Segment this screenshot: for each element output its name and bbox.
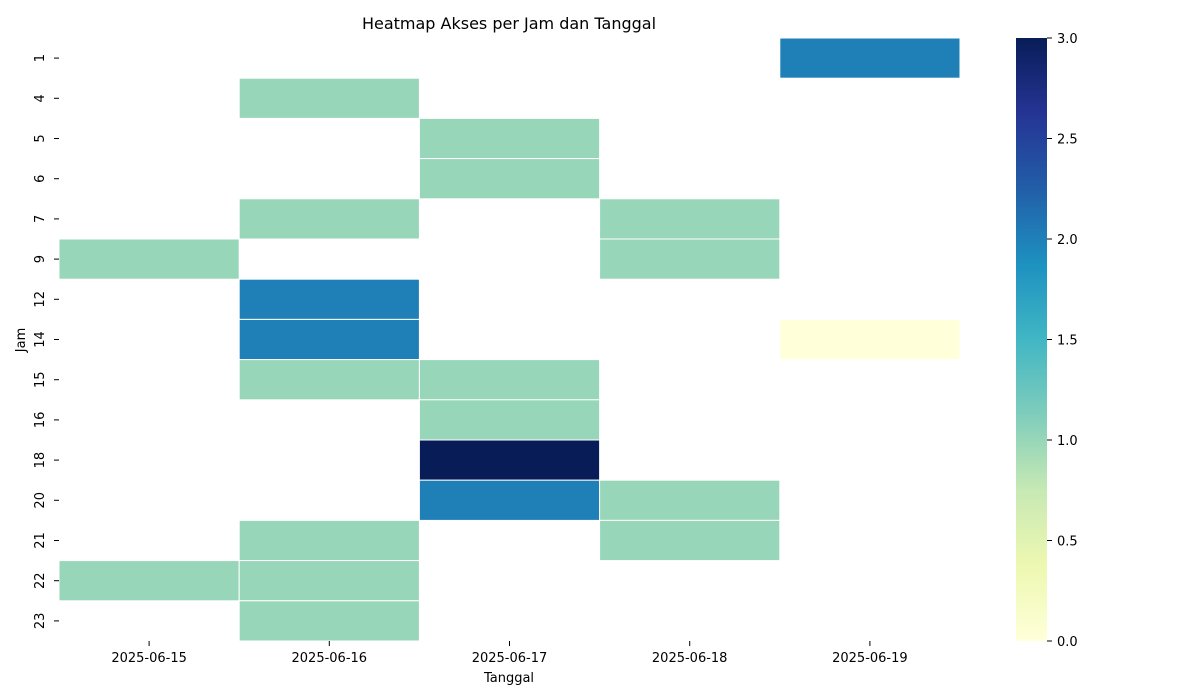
colorbar-gradient bbox=[1016, 38, 1047, 641]
y-tick-label: 7 bbox=[33, 215, 48, 223]
y-tick-label: 4 bbox=[33, 94, 48, 102]
heatmap-cell bbox=[238, 198, 420, 240]
colorbar-tick-label: 3.0 bbox=[1057, 32, 1078, 47]
y-tick-label: 5 bbox=[33, 134, 48, 142]
y-tick-label: 9 bbox=[33, 255, 48, 263]
y-tick-label: 21 bbox=[33, 532, 48, 549]
y-tick-label: 22 bbox=[33, 572, 48, 589]
y-tick-label: 16 bbox=[33, 412, 48, 429]
y-axis-label: Jam bbox=[14, 328, 29, 353]
heatmap-cell bbox=[238, 560, 420, 602]
y-tick-label: 20 bbox=[33, 492, 48, 509]
colorbar-tick-label: 2.0 bbox=[1057, 233, 1078, 248]
chart-title: Heatmap Akses per Jam dan Tanggal bbox=[362, 14, 656, 33]
heatmap-cell bbox=[599, 238, 781, 280]
x-tick-label: 2025-06-17 bbox=[472, 651, 548, 666]
heatmap-cell bbox=[58, 238, 240, 280]
colorbar-tick-label: 2.5 bbox=[1057, 133, 1078, 148]
heatmap-cell bbox=[238, 359, 420, 401]
heatmap-cell bbox=[238, 278, 420, 320]
x-tick-label: 2025-06-16 bbox=[292, 651, 368, 666]
y-tick-label: 23 bbox=[33, 613, 48, 630]
heatmap-cell bbox=[418, 399, 601, 441]
heatmap-cell bbox=[238, 600, 420, 642]
y-tick-label: 14 bbox=[33, 331, 48, 348]
x-axis-label: Tanggal bbox=[483, 671, 534, 686]
heatmap-cell bbox=[779, 37, 961, 79]
heatmap-cell bbox=[238, 519, 420, 562]
heatmap-cell bbox=[418, 158, 601, 200]
colorbar-ticks: 0.0 0.5 1.0 1.5 2.0 2.5 3.0 bbox=[1047, 32, 1078, 650]
heatmap-cell bbox=[599, 479, 781, 521]
x-tick-label: 2025-06-15 bbox=[111, 651, 187, 666]
y-tick-label: 18 bbox=[33, 452, 48, 469]
x-tick-label: 2025-06-19 bbox=[832, 651, 908, 666]
heatmap-cell bbox=[418, 359, 601, 401]
heatmap-cell bbox=[58, 560, 240, 602]
y-tick-label: 15 bbox=[33, 371, 48, 388]
heatmap-cell bbox=[238, 318, 420, 361]
colorbar-tick-label: 1.0 bbox=[1057, 434, 1078, 449]
heatmap-cell bbox=[418, 439, 601, 481]
colorbar: 0.0 0.5 1.0 1.5 2.0 2.5 3.0 bbox=[1016, 32, 1078, 650]
colorbar-tick-label: 1.5 bbox=[1057, 334, 1078, 349]
heatmap-cell bbox=[599, 198, 781, 240]
y-tick-label: 6 bbox=[33, 175, 48, 183]
heatmap-cell bbox=[599, 519, 781, 562]
heatmap-cell bbox=[779, 318, 961, 361]
heatmap-cell bbox=[418, 117, 601, 160]
x-tick-label: 2025-06-18 bbox=[652, 651, 728, 666]
x-axis: 2025-06-15 2025-06-16 2025-06-17 2025-06-18… bbox=[111, 641, 908, 666]
colorbar-tick-label: 0.0 bbox=[1057, 635, 1078, 650]
heatmap-cells bbox=[58, 37, 961, 642]
heatmap-cell bbox=[418, 479, 601, 521]
colorbar-tick-label: 0.5 bbox=[1057, 535, 1078, 550]
y-tick-label: 1 bbox=[33, 54, 48, 62]
y-tick-label: 12 bbox=[33, 291, 48, 308]
heatmap-cell bbox=[238, 77, 420, 119]
